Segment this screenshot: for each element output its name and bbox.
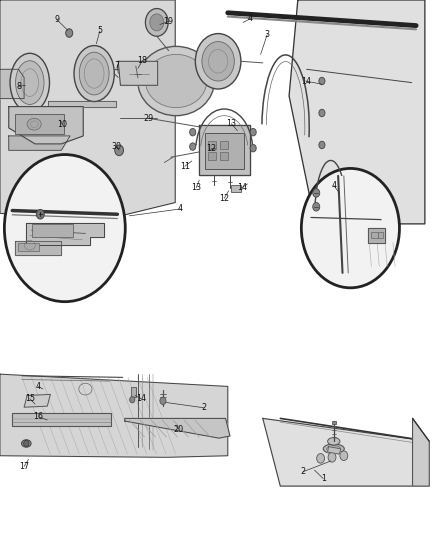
- Text: 2: 2: [201, 403, 206, 412]
- Ellipse shape: [79, 52, 109, 95]
- Circle shape: [145, 9, 168, 36]
- Polygon shape: [125, 418, 230, 438]
- Bar: [208, 152, 216, 160]
- Bar: [220, 141, 228, 149]
- Circle shape: [319, 141, 325, 149]
- Circle shape: [319, 77, 325, 85]
- Text: 4: 4: [248, 14, 253, 23]
- Circle shape: [190, 128, 196, 136]
- Text: 20: 20: [173, 425, 184, 433]
- Text: 15: 15: [25, 394, 35, 403]
- Polygon shape: [15, 241, 61, 255]
- Bar: [371, 232, 378, 238]
- Bar: [220, 152, 228, 160]
- Polygon shape: [9, 136, 70, 150]
- Circle shape: [328, 453, 336, 462]
- Text: 4: 4: [36, 382, 41, 391]
- Polygon shape: [413, 418, 429, 486]
- Ellipse shape: [145, 54, 207, 108]
- Ellipse shape: [328, 438, 340, 445]
- Circle shape: [195, 34, 241, 89]
- Ellipse shape: [74, 46, 114, 102]
- Circle shape: [4, 155, 125, 302]
- Circle shape: [150, 14, 164, 31]
- Ellipse shape: [327, 446, 341, 452]
- Polygon shape: [263, 418, 429, 486]
- Polygon shape: [0, 69, 24, 99]
- Text: 10: 10: [57, 120, 67, 129]
- Ellipse shape: [138, 46, 215, 116]
- Polygon shape: [26, 223, 104, 245]
- Text: 8: 8: [16, 82, 21, 91]
- Polygon shape: [9, 107, 83, 144]
- Bar: [15, 114, 64, 134]
- Circle shape: [313, 203, 320, 211]
- Circle shape: [202, 42, 234, 81]
- Bar: [131, 387, 136, 397]
- Text: 14: 14: [301, 77, 311, 85]
- Text: 13: 13: [226, 119, 236, 128]
- Text: 13: 13: [191, 183, 201, 192]
- Text: 16: 16: [34, 413, 43, 421]
- Circle shape: [66, 29, 73, 37]
- Polygon shape: [118, 61, 158, 85]
- Bar: [12, 413, 111, 426]
- Text: 7: 7: [115, 61, 120, 69]
- Circle shape: [319, 109, 325, 117]
- Text: 9: 9: [54, 15, 60, 24]
- Ellipse shape: [16, 61, 44, 104]
- Text: 30: 30: [111, 142, 121, 151]
- Text: 3: 3: [265, 30, 270, 39]
- Text: 19: 19: [163, 17, 174, 26]
- Text: 1: 1: [321, 474, 326, 483]
- Circle shape: [160, 397, 166, 405]
- Bar: [332, 421, 336, 424]
- Text: 12: 12: [206, 144, 216, 152]
- Circle shape: [250, 128, 256, 136]
- Circle shape: [250, 144, 256, 152]
- Polygon shape: [0, 374, 228, 457]
- Ellipse shape: [10, 53, 49, 112]
- Polygon shape: [328, 447, 341, 454]
- Text: 18: 18: [138, 56, 147, 65]
- Ellipse shape: [21, 440, 31, 447]
- Bar: [205, 133, 244, 169]
- Polygon shape: [24, 394, 50, 407]
- Bar: [378, 232, 383, 238]
- Text: 2: 2: [300, 467, 306, 476]
- Circle shape: [24, 440, 29, 447]
- Polygon shape: [0, 0, 175, 224]
- Text: 11: 11: [180, 162, 190, 171]
- Text: 14: 14: [237, 183, 247, 192]
- Circle shape: [190, 143, 196, 150]
- Polygon shape: [289, 0, 425, 224]
- Bar: [208, 141, 216, 149]
- Polygon shape: [368, 228, 385, 243]
- Text: 29: 29: [143, 114, 153, 123]
- Text: 4: 4: [178, 205, 183, 213]
- Ellipse shape: [27, 118, 41, 130]
- Text: 5: 5: [97, 27, 102, 35]
- Circle shape: [115, 145, 124, 156]
- Text: 4: 4: [331, 181, 336, 190]
- Text: 17: 17: [19, 462, 29, 471]
- Bar: [18, 243, 39, 251]
- Polygon shape: [199, 125, 250, 175]
- Circle shape: [313, 189, 320, 197]
- Circle shape: [36, 209, 44, 219]
- Ellipse shape: [323, 444, 344, 454]
- Bar: [231, 185, 241, 192]
- Circle shape: [301, 168, 399, 288]
- Circle shape: [340, 451, 348, 461]
- Circle shape: [317, 454, 325, 463]
- Circle shape: [130, 397, 135, 403]
- Text: 12: 12: [219, 194, 230, 203]
- Text: 14: 14: [136, 394, 146, 403]
- Polygon shape: [48, 101, 116, 107]
- Bar: [32, 224, 73, 237]
